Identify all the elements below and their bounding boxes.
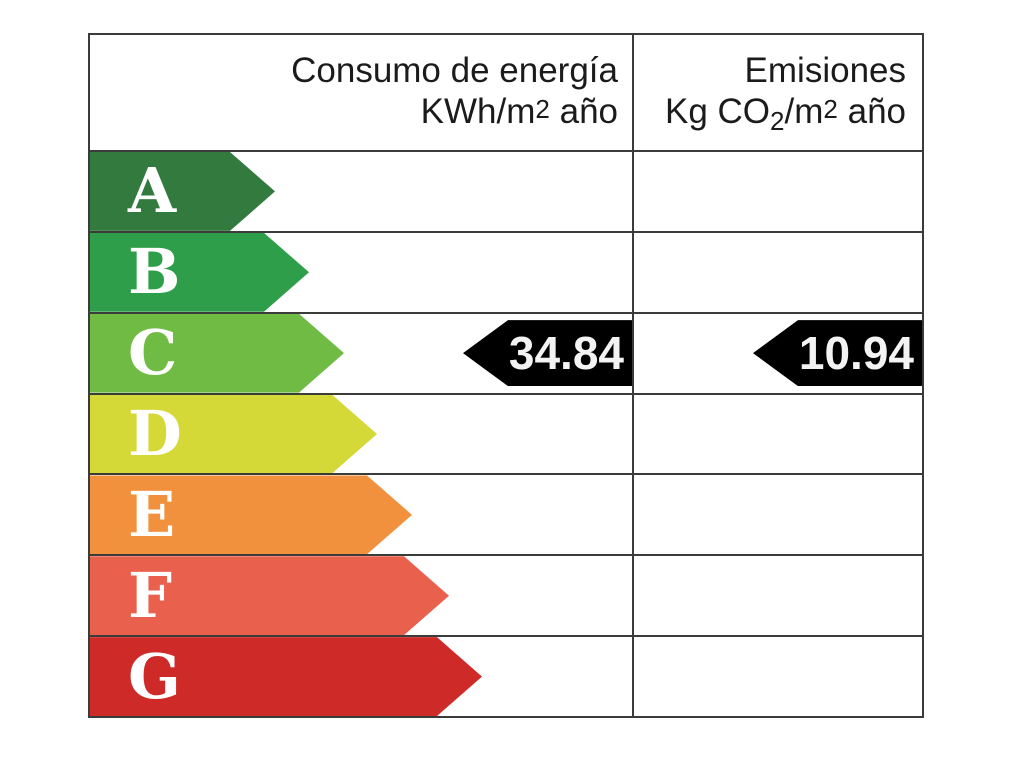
rating-bar-c: C <box>90 314 344 393</box>
emissions-unit-suffix: año <box>837 92 906 131</box>
rating-table: Consumo de energía KWh/m2 año Emisiones … <box>88 33 924 718</box>
table-header: Consumo de energía KWh/m2 año Emisiones … <box>90 35 922 152</box>
emissions-header-line1: Emisiones <box>744 51 906 90</box>
rating-letter: D <box>128 397 182 470</box>
rating-bar-g: G <box>90 637 482 716</box>
rating-row-c: C 34.84 10.94 <box>90 313 922 395</box>
emissions-header: Emisiones Kg CO2/m2 año <box>634 35 922 150</box>
consumption-cell: B <box>90 232 634 312</box>
rating-letter: C <box>128 316 178 390</box>
rating-letter: G <box>128 639 181 713</box>
consumption-cell: G <box>90 637 634 717</box>
rating-bar-e: E <box>90 475 412 554</box>
consumption-header: Consumo de energía KWh/m2 año <box>90 35 634 150</box>
emissions-cell <box>634 637 922 716</box>
emissions-value: 10.94 <box>798 327 914 380</box>
rating-row-a: A <box>90 152 922 233</box>
consumption-unit-sup: 2 <box>535 94 550 124</box>
emissions-header-line2: Kg CO2/m2 año <box>634 91 906 136</box>
rating-letter: A <box>128 154 177 228</box>
rating-row-d: D <box>90 394 922 476</box>
consumption-cell: F <box>90 556 634 636</box>
consumption-header-line2: KWh/m2 año <box>90 91 618 135</box>
consumption-unit-prefix: KWh/m <box>420 92 536 131</box>
emissions-cell <box>634 152 922 231</box>
rating-bar-d: D <box>90 395 377 474</box>
emissions-cell <box>634 556 922 635</box>
rating-letter: B <box>128 235 181 309</box>
emissions-cell <box>634 475 922 554</box>
emissions-unit-prefix: Kg CO <box>665 92 771 131</box>
emissions-cell <box>634 395 922 474</box>
consumption-cell: E <box>90 475 634 555</box>
rating-bar-b: B <box>90 233 309 312</box>
consumption-cell: D <box>90 394 634 474</box>
emissions-cell <box>634 233 922 312</box>
rating-row-f: F <box>90 556 922 638</box>
consumption-cell: C 34.84 <box>90 313 634 393</box>
rating-row-b: B <box>90 232 922 314</box>
consumption-value-marker: 34.84 <box>463 320 632 387</box>
consumption-value: 34.84 <box>508 327 624 380</box>
rating-letter: E <box>128 477 176 551</box>
rating-bar-f: F <box>90 556 449 635</box>
emissions-cell: 10.94 <box>634 314 922 393</box>
emissions-unit-sup: 2 <box>823 94 838 124</box>
rating-row-e: E <box>90 475 922 557</box>
consumption-unit-suffix: año <box>549 92 618 131</box>
consumption-header-line1: Consumo de energía <box>291 51 618 90</box>
consumption-cell: A <box>90 152 634 231</box>
rating-letter: F <box>128 558 173 632</box>
emissions-unit-sub: 2 <box>770 106 785 136</box>
rating-row-g: G <box>90 637 922 717</box>
rating-bar-a: A <box>90 152 275 231</box>
emissions-unit-mid: /m <box>784 92 824 131</box>
rating-rows: A B C 34.84 10.94 <box>90 152 922 717</box>
emissions-value-marker: 10.94 <box>753 320 922 387</box>
